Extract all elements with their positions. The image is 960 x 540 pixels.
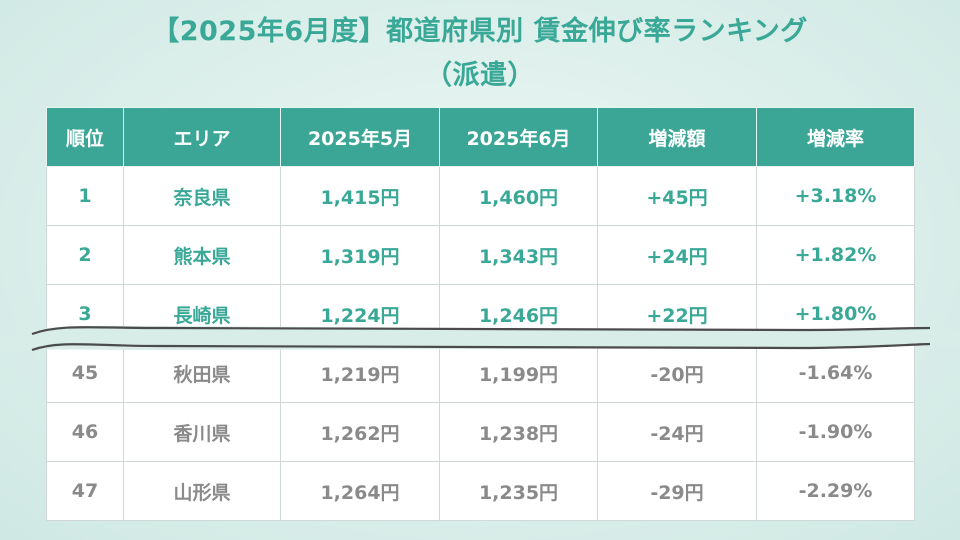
- header-jun-2025: 2025年6月: [439, 107, 598, 167]
- cell-rate: -1.64%: [756, 343, 915, 403]
- cell-rate: -2.29%: [756, 461, 915, 521]
- cell-may: 1,319円: [280, 225, 440, 285]
- table-break-indicator: [0, 325, 960, 352]
- header-rank: 順位: [46, 107, 124, 167]
- ranking-table-container: 順位 エリア 2025年5月 2025年6月 増減額 増減率 1 奈良県 1,4…: [46, 107, 915, 525]
- cell-diff: -29円: [597, 461, 757, 521]
- cell-jun: 1,238円: [439, 402, 598, 462]
- cell-area: 熊本県: [123, 225, 281, 285]
- header-change-amount: 増減額: [597, 107, 757, 167]
- cell-jun: 1,235円: [439, 461, 598, 521]
- page-title: 【2025年6月度】都道府県別 賃金伸び率ランキング: [152, 16, 808, 47]
- page-subtitle: （派遣）: [425, 60, 535, 91]
- cell-diff: +45円: [597, 166, 757, 226]
- table-row: 2 熊本県 1,319円 1,343円 +24円 +1.82%: [46, 225, 915, 285]
- cell-rank: 45: [46, 343, 124, 403]
- cell-area: 香川県: [123, 402, 281, 462]
- cell-diff: +24円: [597, 225, 757, 285]
- cell-area: 奈良県: [123, 166, 281, 226]
- table-row: 46 香川県 1,262円 1,238円 -24円 -1.90%: [46, 402, 915, 462]
- cell-jun: 1,343円: [439, 225, 598, 285]
- table-header-row: 順位 エリア 2025年5月 2025年6月 増減額 増減率: [46, 107, 915, 167]
- cell-rate: +1.82%: [756, 225, 915, 285]
- cell-rate: -1.90%: [756, 402, 915, 462]
- cell-diff: -20円: [597, 343, 757, 403]
- cell-rank: 47: [46, 461, 124, 521]
- table-row: 45 秋田県 1,219円 1,199円 -20円 -1.64%: [46, 343, 915, 403]
- cell-rank: 1: [46, 166, 124, 226]
- table-row: 47 山形県 1,264円 1,235円 -29円 -2.29%: [46, 461, 915, 521]
- cell-area: 山形県: [123, 461, 281, 521]
- break-line-lower: [31, 342, 931, 352]
- cell-diff: -24円: [597, 402, 757, 462]
- table-row: 1 奈良県 1,415円 1,460円 +45円 +3.18%: [46, 166, 915, 226]
- ranking-table: 順位 エリア 2025年5月 2025年6月 増減額 増減率 1 奈良県 1,4…: [46, 107, 915, 521]
- cell-rate: +3.18%: [756, 166, 915, 226]
- cell-rank: 46: [46, 402, 124, 462]
- cell-area: 秋田県: [123, 343, 281, 403]
- header-may-2025: 2025年5月: [280, 107, 440, 167]
- cell-jun: 1,460円: [439, 166, 598, 226]
- cell-rank: 2: [46, 225, 124, 285]
- cell-may: 1,262円: [280, 402, 440, 462]
- cell-may: 1,264円: [280, 461, 440, 521]
- cell-may: 1,415円: [280, 166, 440, 226]
- header-change-rate: 増減率: [756, 107, 915, 167]
- cell-may: 1,219円: [280, 343, 440, 403]
- break-line-upper: [31, 326, 931, 336]
- header-area: エリア: [123, 107, 281, 167]
